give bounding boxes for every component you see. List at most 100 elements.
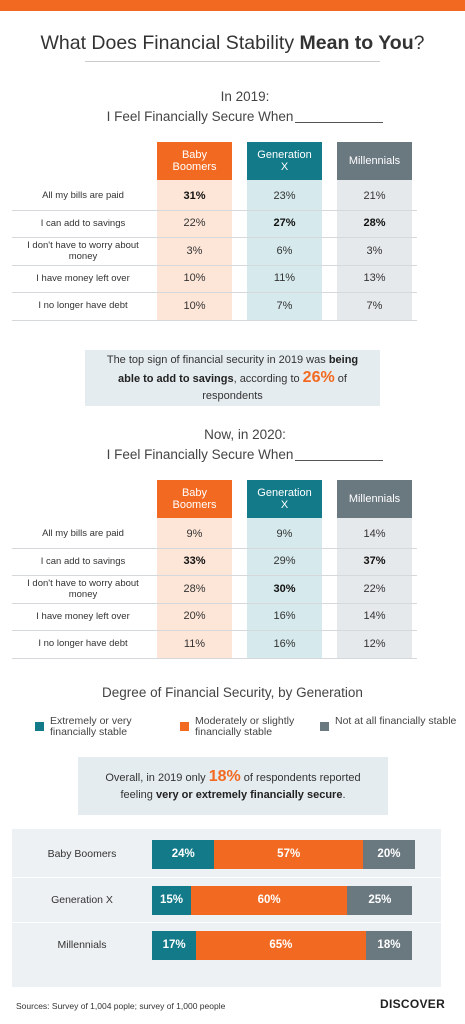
chart-title: Degree of Financial Security, by Generat… [102, 684, 363, 700]
table-cell: 22% [183, 217, 206, 230]
bar-segment [362, 839, 415, 869]
table-cell: 33% [183, 555, 206, 568]
bar-segment [196, 930, 366, 960]
row-label: All my bills are paid [42, 528, 124, 540]
blank-line [295, 448, 384, 461]
callout-part: of respondents reported feeling [120, 772, 361, 801]
table-cell: 14% [363, 610, 386, 623]
bar-segment [191, 885, 348, 915]
row-label: All my bills are paid [42, 190, 124, 202]
table-cell: 21% [363, 189, 386, 202]
callout: The top sign of financial security in 20… [85, 350, 380, 406]
title-rule [85, 61, 380, 62]
table-cell: 20% [183, 610, 206, 623]
bar-segment [365, 930, 413, 960]
table-cell: 27% [273, 217, 296, 230]
value-label: 24% [171, 848, 195, 860]
column-header: Millennials [337, 480, 412, 518]
table-cell: 16% [273, 637, 296, 650]
table-cell: 3% [366, 244, 383, 257]
logo: DISCOVER [380, 997, 446, 1011]
callout-part: 26% [302, 368, 335, 386]
source-note: Sources: Survey of 1,004 pople; survey o… [16, 1001, 226, 1011]
blank-line [295, 110, 384, 123]
callout-inner: Overall, in 2019 only 18% of respondents… [90, 768, 376, 804]
value-label: 60% [257, 894, 281, 906]
row-label: I no longer have debt [38, 638, 128, 650]
callout: Overall, in 2019 only 18% of respondents… [78, 757, 388, 815]
row-label: I can add to savings [40, 555, 126, 567]
title-part: ? [413, 31, 425, 54]
callout-part: Overall, in 2019 only [105, 772, 209, 784]
row-label: I have money left over [36, 610, 130, 622]
table-cell: 28% [183, 582, 206, 595]
category-label: Baby Boomers [47, 848, 117, 860]
table-cell: 13% [363, 272, 386, 285]
value-label: 57% [277, 848, 301, 860]
row-label: I no longer have debt [38, 300, 128, 312]
callout-inner: The top sign of financial security in 20… [97, 352, 368, 405]
row-rule [12, 237, 417, 238]
legend-swatch [35, 722, 44, 731]
table-cell: 14% [363, 527, 386, 540]
column-header: Generation X [247, 142, 322, 180]
table-cell: 11% [183, 637, 206, 650]
row-rule [12, 657, 417, 659]
row-rule [12, 602, 417, 604]
value-label: 17% [162, 939, 186, 951]
top-band [0, 0, 465, 11]
table-cell: 6% [276, 244, 293, 257]
table-heading: Now, in 2020: [204, 426, 286, 442]
table-heading-row: I Feel Financially Secure When [0, 106, 465, 126]
row-label: I can add to savings [40, 217, 126, 229]
row-divider [12, 922, 441, 923]
table-cell: 31% [183, 189, 206, 202]
table-cell: 16% [273, 610, 296, 623]
callout-part: 18% [208, 768, 241, 785]
table-cell: 23% [273, 189, 296, 202]
legend-swatch [180, 722, 189, 731]
table-cell: 11% [273, 272, 296, 285]
value-label: 20% [377, 848, 401, 860]
title-part: Mean to You [299, 31, 414, 54]
table-cell: 9% [186, 527, 203, 540]
value-label: 15% [160, 894, 184, 906]
table-cell: 10% [183, 272, 206, 285]
bar-segment [214, 839, 363, 869]
row-rule [12, 547, 417, 549]
table-cell: 7% [276, 299, 293, 312]
row-label: I don't have to worry about money [27, 239, 139, 262]
row-divider [12, 877, 441, 878]
row-rule [12, 319, 417, 321]
legend-label: Not at all financially stable [335, 715, 457, 727]
row-label: I have money left over [36, 272, 130, 284]
callout-part: being able to add to savings [118, 353, 359, 385]
value-label: 18% [377, 939, 401, 951]
table-cell: 30% [273, 582, 296, 595]
table-cell: 7% [366, 299, 383, 312]
callout-part: The top sign of financial security in 20… [106, 353, 329, 366]
callout-text: The top sign of financial security in 20… [97, 350, 368, 406]
value-label: 25% [368, 894, 392, 906]
row-rule [12, 575, 417, 576]
table-cell: 28% [363, 217, 386, 230]
callout-part: very or extremely financially secure [155, 789, 343, 801]
row-rule [12, 209, 417, 211]
table-cell: 12% [363, 637, 386, 650]
column-header: Millennials [337, 142, 412, 180]
table-cell: 3% [186, 244, 203, 257]
legend-label: Moderately or slightly financially stabl… [195, 715, 295, 738]
column-header: Baby Boomers [157, 480, 232, 518]
title-part: What Does Financial Stability [40, 31, 300, 54]
column-header: Generation X [247, 480, 322, 518]
legend-swatch [320, 722, 329, 731]
column-header: Baby Boomers [157, 142, 232, 180]
row-label: I don't have to worry about money [27, 577, 139, 600]
bar-segment [152, 885, 192, 915]
table-cell: 22% [363, 582, 386, 595]
bar-segment [152, 930, 197, 960]
row-rule [12, 264, 417, 266]
row-rule [12, 292, 417, 293]
callout-part: of respondents [202, 372, 347, 402]
